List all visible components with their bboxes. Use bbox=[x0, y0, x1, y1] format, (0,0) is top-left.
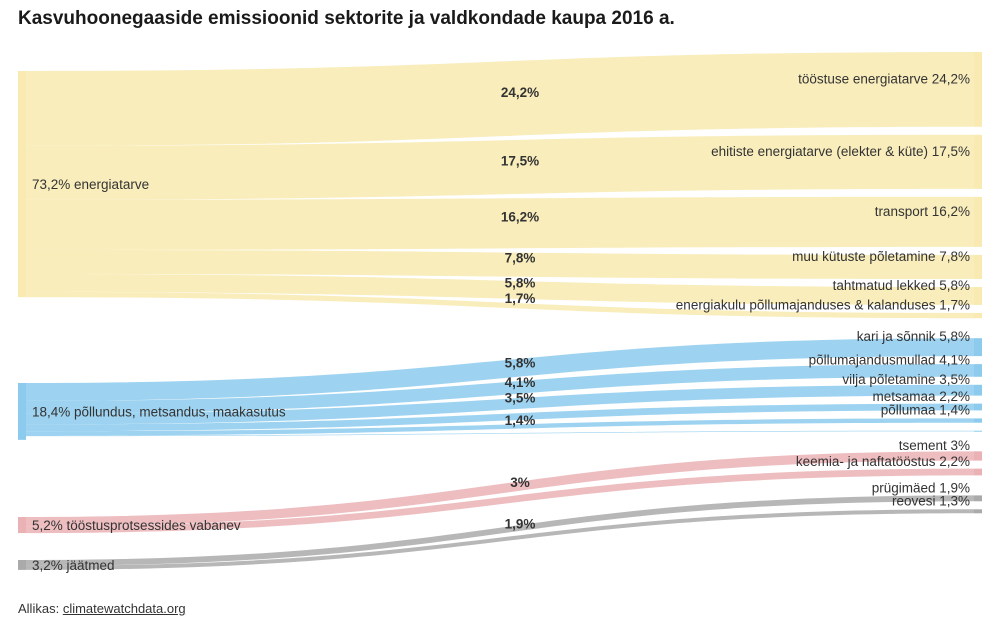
target-label-vilja-poletamine-3-5: vilja põletamine 3,5% bbox=[842, 372, 970, 387]
source-note: Allikas: climatewatchdata.org bbox=[18, 601, 186, 616]
sankey-chart: tööstuse energiatarve 24,2% 24,2% ehitiste… bbox=[18, 52, 982, 573]
source-label-pollundus: 18,4% põllundus, metsandus, maakasutus bbox=[32, 404, 286, 419]
flow-percent-label: 5,8% bbox=[505, 356, 536, 371]
source-label-jaatmed: 3,2% jäätmed bbox=[32, 558, 115, 573]
target-node-toostuse-energiatarve-24-2 bbox=[974, 52, 982, 127]
flow-link-unlabeled bbox=[26, 430, 974, 437]
source-node-toostus bbox=[18, 517, 26, 534]
flow-link-energiakulu-pollumajanduses-kalanduses-1-7 bbox=[26, 291, 974, 319]
target-label-toostuse-energiatarve-24-2: tööstuse energiatarve 24,2% bbox=[798, 71, 970, 86]
target-node-prugimaed-1-9 bbox=[974, 495, 982, 502]
target-label-reovesi-1-3: reovesi 1,3% bbox=[892, 493, 970, 508]
flow-link-pollumajandusmullad-4-1 bbox=[26, 364, 974, 414]
target-node-keemia-ja-naftatoostus-2-2 bbox=[974, 468, 982, 476]
flow-percent-label: 1,4% bbox=[505, 413, 536, 428]
target-label-prugimaed-1-9: prügimäed 1,9% bbox=[872, 480, 970, 495]
target-node-vilja-poletamine-3-5 bbox=[974, 384, 982, 396]
flow-link-tsement-3 bbox=[26, 451, 974, 527]
source-node-pollundus bbox=[18, 383, 26, 440]
target-label-pollumajandusmullad-4-1: põllumajandusmullad 4,1% bbox=[809, 352, 970, 367]
flow-percent-label: 5,8% bbox=[505, 275, 536, 290]
target-label-tahtmatud-lekked-5-8: tahtmatud lekked 5,8% bbox=[833, 278, 970, 293]
source-label-toostus: 5,2% tööstusprotsessides vabanev bbox=[32, 518, 241, 533]
source-node-jaatmed bbox=[18, 560, 26, 570]
target-node-pollumaa-1-4 bbox=[974, 418, 982, 423]
target-label-transport-16-2: transport 16,2% bbox=[875, 204, 970, 219]
target-node-tsement-3 bbox=[974, 451, 982, 461]
flow-link-tahtmatud-lekked-5-8 bbox=[26, 274, 974, 305]
source-prefix: Allikas: bbox=[18, 601, 60, 616]
flow-percent-label: 7,8% bbox=[505, 250, 536, 265]
flow-percent-label: 24,2% bbox=[501, 85, 539, 100]
source-link[interactable]: climatewatchdata.org bbox=[62, 601, 186, 616]
target-node-reovesi-1-3 bbox=[974, 509, 982, 514]
target-node-kari-ja-sonnik-5-8 bbox=[974, 338, 982, 357]
flow-link-metsamaa-2-2 bbox=[26, 403, 974, 432]
flow-percent-label: 4,1% bbox=[505, 375, 536, 390]
nodes bbox=[18, 52, 982, 570]
flow-link-reovesi-1-3 bbox=[26, 509, 974, 570]
flow-percent-label: 3% bbox=[510, 475, 530, 490]
target-label-ehitiste-energiatarve-elekter-kute-17-5: ehitiste energiatarve (elekter & küte) 1… bbox=[711, 144, 970, 159]
flow-link-pollumaa-1-4 bbox=[26, 418, 974, 436]
flow-percent-label: 16,2% bbox=[501, 209, 539, 224]
target-node-transport-16-2 bbox=[974, 196, 982, 247]
flow-link-transport-16-2 bbox=[26, 196, 974, 250]
source-node-energia bbox=[18, 71, 26, 298]
target-node-ehitiste-energiatarve-elekter-kute-17-5 bbox=[974, 134, 982, 189]
flow-links bbox=[26, 52, 974, 570]
flow-link-kari-ja-sonnik-5-8 bbox=[26, 338, 974, 401]
labels: tööstuse energiatarve 24,2% 24,2% ehitiste… bbox=[32, 71, 970, 573]
flow-percent-label: 1,7% bbox=[505, 291, 536, 306]
target-node-unlabeled bbox=[974, 430, 982, 432]
flow-percent-label: 1,9% bbox=[505, 517, 536, 532]
target-node-energiakulu-pollumajanduses-kalanduses-1-7 bbox=[974, 312, 982, 319]
target-label-kari-ja-sonnik-5-8: kari ja sõnnik 5,8% bbox=[857, 329, 970, 344]
target-label-pollumaa-1-4: põllumaa 1,4% bbox=[881, 403, 970, 418]
flow-link-vilja-poletamine-3-5 bbox=[26, 384, 974, 425]
target-label-tsement-3: tsement 3% bbox=[899, 438, 970, 453]
target-label-keemia-ja-naftatoostus-2-2: keemia- ja naftatööstus 2,2% bbox=[796, 454, 970, 469]
target-label-metsamaa-2-2: metsamaa 2,2% bbox=[872, 389, 970, 404]
target-node-muu-kutuste-poletamine-7-8 bbox=[974, 254, 982, 280]
chart-title: Kasvuhoonegaaside emissioonid sektorite … bbox=[18, 8, 675, 29]
flow-percent-label: 3,5% bbox=[505, 391, 536, 406]
target-label-muu-kutuste-poletamine-7-8: muu kütuste põletamine 7,8% bbox=[792, 249, 970, 264]
source-label-energia: 73,2% energiatarve bbox=[32, 177, 149, 192]
target-label-energiakulu-pollumajanduses-kalanduses-1-7: energiakulu põllumajanduses & kalanduses… bbox=[676, 298, 970, 313]
target-node-pollumajandusmullad-4-1 bbox=[974, 364, 982, 377]
flow-link-muu-kutuste-poletamine-7-8 bbox=[26, 249, 974, 280]
flow-link-toostuse-energiatarve-24-2 bbox=[26, 52, 974, 146]
flow-link-ehitiste-energiatarve-elekter-kute-17-5 bbox=[26, 134, 974, 200]
flow-link-prugimaed-1-9 bbox=[26, 495, 974, 566]
target-node-tahtmatud-lekked-5-8 bbox=[974, 287, 982, 305]
flow-link-keemia-ja-naftatoostus-2-2 bbox=[26, 468, 974, 534]
target-node-metsamaa-2-2 bbox=[974, 403, 982, 411]
flow-percent-label: 17,5% bbox=[501, 153, 539, 168]
